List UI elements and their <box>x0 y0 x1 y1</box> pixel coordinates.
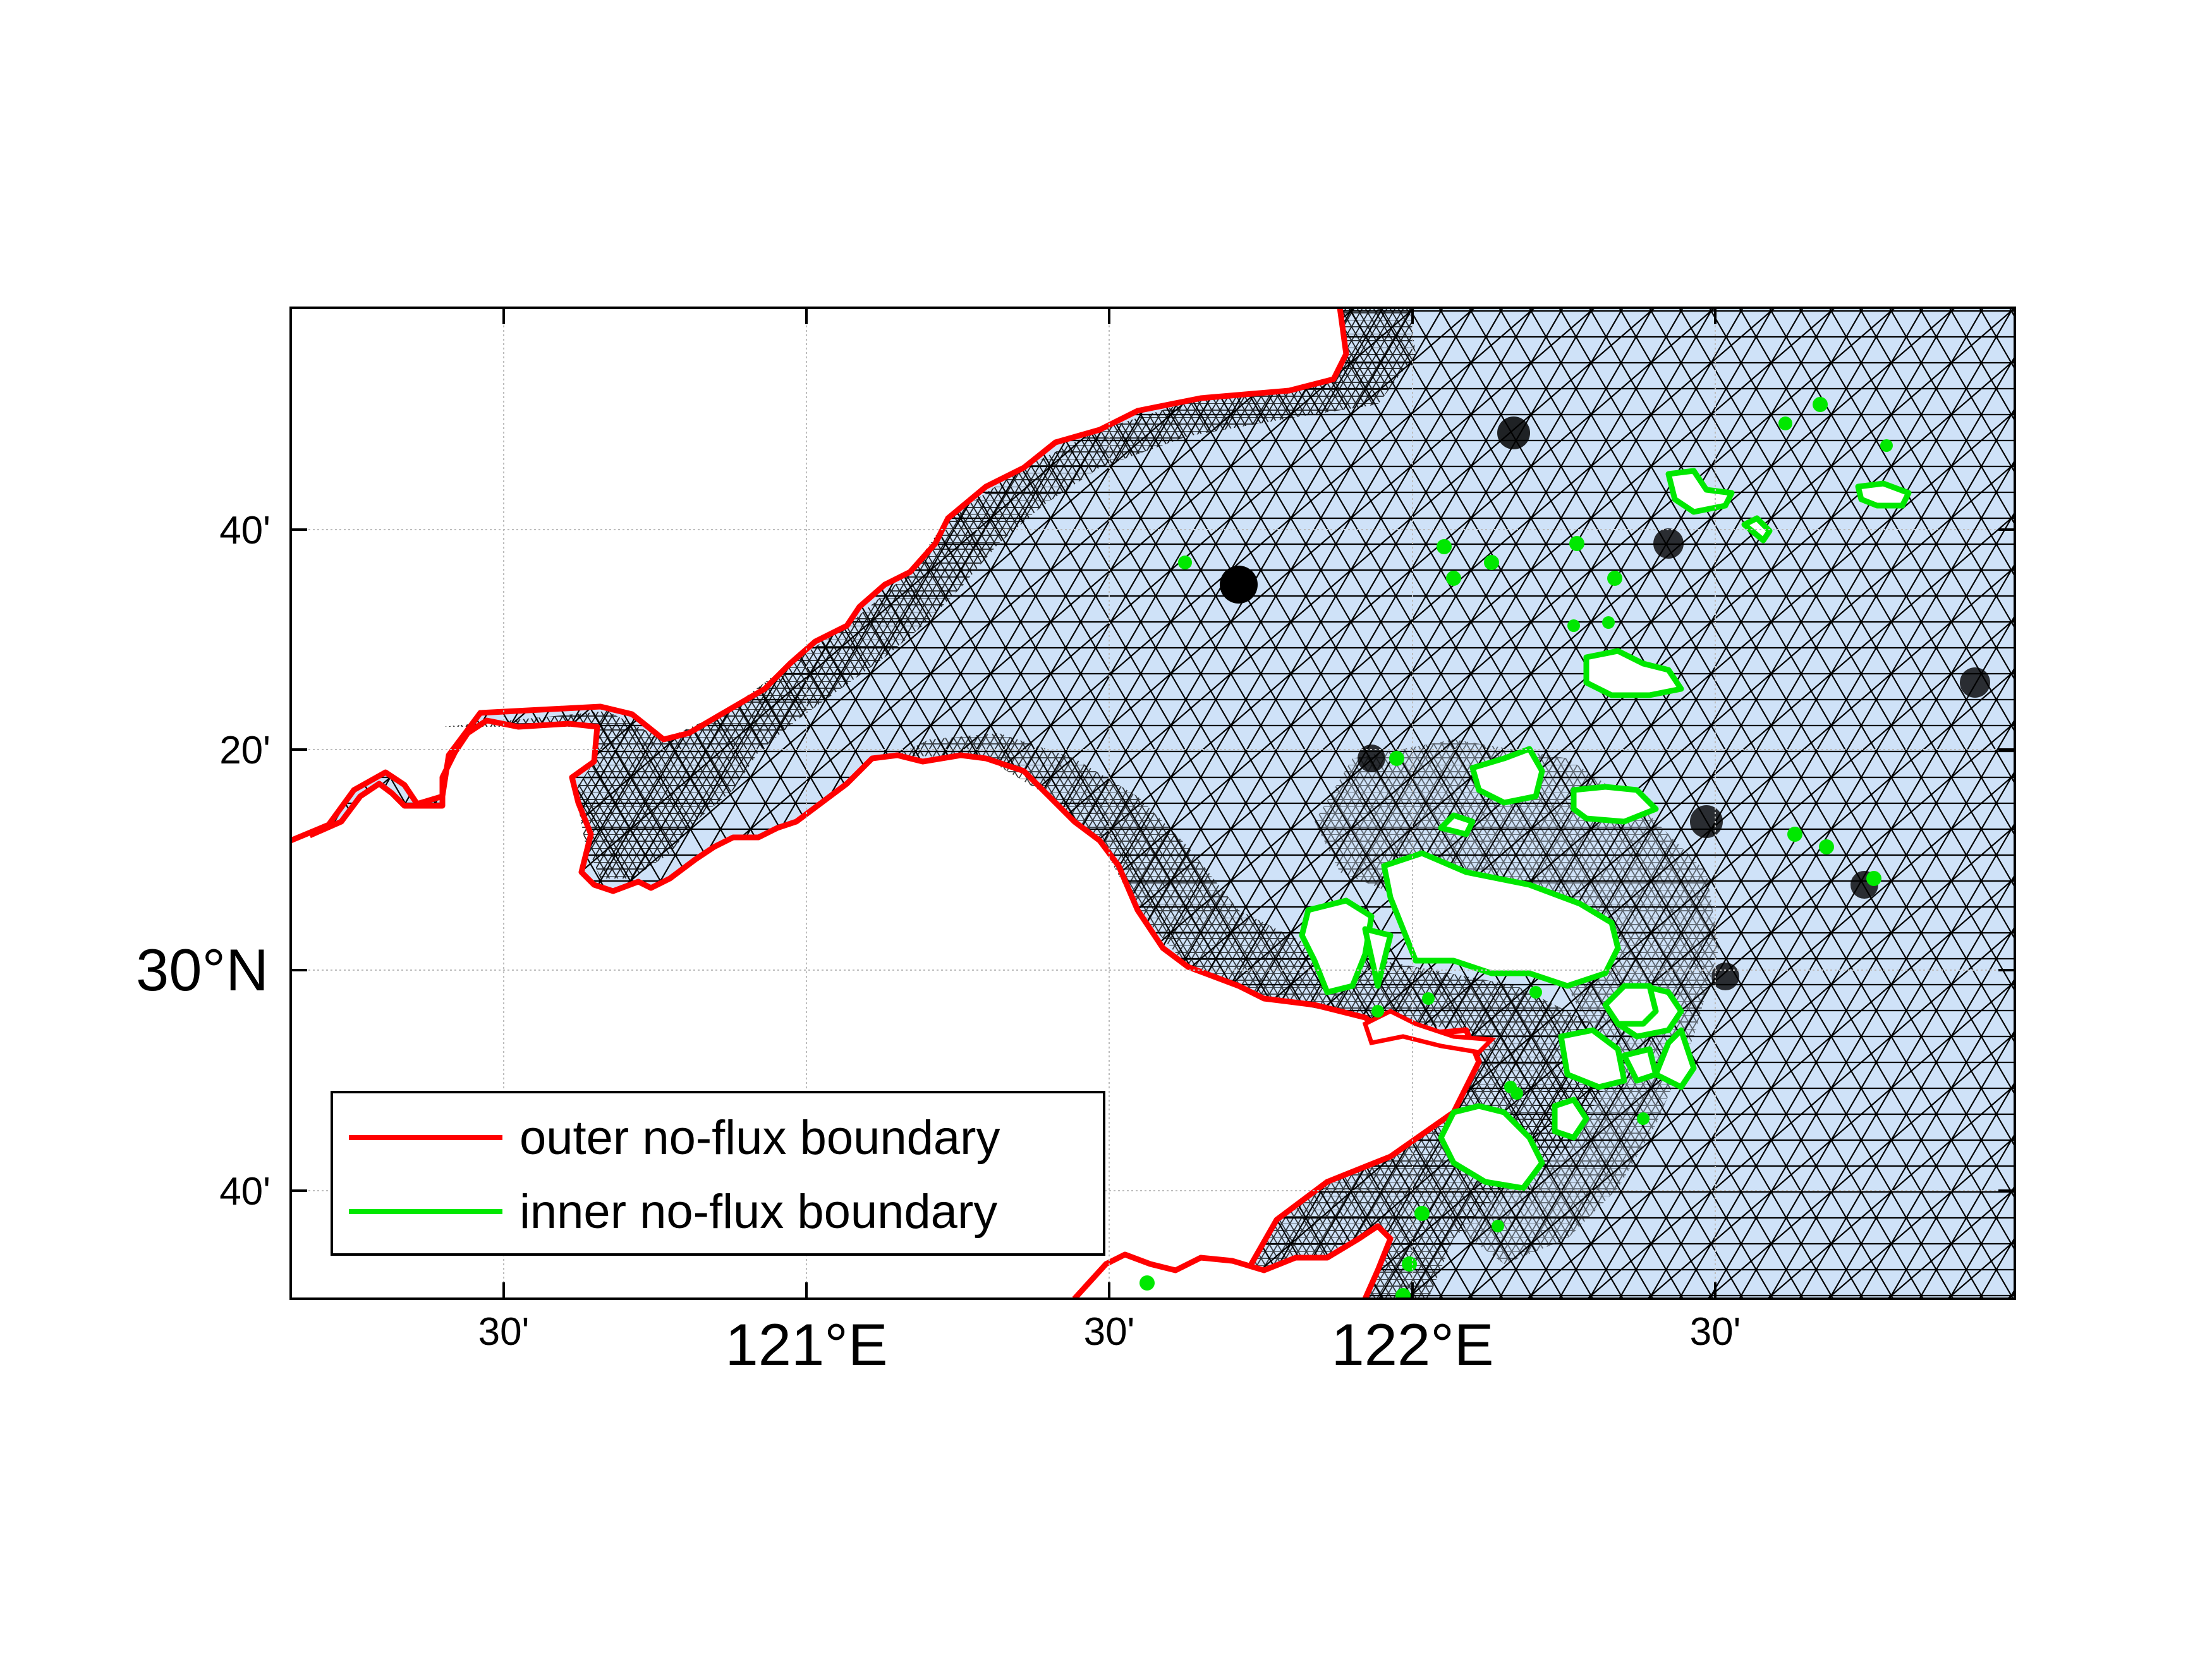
islet <box>1866 871 1881 886</box>
islet <box>1813 397 1828 412</box>
island <box>1583 648 1684 698</box>
gridlines <box>291 308 2015 1299</box>
legend-box <box>331 1091 1105 1256</box>
y-tick-label: 20' <box>219 729 270 772</box>
islet <box>1819 839 1834 854</box>
islet <box>1446 571 1461 586</box>
mesh-cluster <box>1690 805 1723 838</box>
islet <box>1178 556 1192 569</box>
islet <box>1778 416 1792 430</box>
island <box>1381 850 1621 989</box>
legend: outer no-flux boundary inner no-flux bou… <box>331 1091 1105 1256</box>
island <box>1438 812 1476 837</box>
islet <box>1484 555 1499 570</box>
islet <box>1422 992 1435 1005</box>
islet <box>1637 1112 1650 1125</box>
mesh-cluster <box>1497 416 1530 449</box>
x-tick-label: 122°E <box>1331 1311 1493 1378</box>
island <box>1602 983 1659 1027</box>
mesh-dense-south-coast <box>897 733 1605 1299</box>
island-group <box>1299 468 1912 1191</box>
islet <box>1414 1206 1430 1221</box>
islet <box>1402 1256 1417 1272</box>
island <box>1469 746 1545 806</box>
island <box>1299 897 1375 995</box>
outer-boundary-line <box>1362 1009 1497 1055</box>
x-axis-tick-labels: 30' 121°E 30' 122°E 30' <box>478 1310 1741 1378</box>
island <box>1552 1097 1589 1141</box>
islet <box>1437 539 1452 554</box>
islet <box>1569 536 1584 551</box>
islet <box>1395 1288 1411 1299</box>
islet <box>1787 827 1802 842</box>
island <box>1855 480 1912 509</box>
islet <box>1602 616 1615 629</box>
island <box>1571 784 1659 825</box>
islet <box>1139 1275 1155 1291</box>
island <box>1621 1046 1659 1084</box>
mesh-cluster <box>1358 744 1385 772</box>
islet <box>1880 439 1893 452</box>
y-tick-label: 40' <box>219 509 270 552</box>
x-tick-label: 30' <box>478 1310 530 1354</box>
mesh-cluster <box>1711 963 1739 990</box>
legend-label-inner: inner no-flux boundary <box>520 1185 997 1239</box>
island-group-small <box>1139 397 1893 1299</box>
tick-marks <box>291 308 2015 1299</box>
islet <box>1529 986 1542 999</box>
islet <box>1510 1087 1523 1100</box>
mesh-cluster <box>1220 566 1258 604</box>
mesh-cluster <box>1960 667 1990 698</box>
islet <box>1371 1005 1384 1018</box>
island <box>1558 1027 1627 1090</box>
x-tick-label: 121°E <box>725 1311 887 1378</box>
x-tick-label: 30' <box>1084 1310 1135 1354</box>
plot-area <box>291 308 2015 1299</box>
mesh-cluster <box>1653 528 1684 559</box>
islet <box>1567 619 1580 632</box>
y-tick-label: 40' <box>219 1170 270 1213</box>
x-tick-label: 30' <box>1690 1310 1741 1354</box>
islet <box>1389 751 1404 766</box>
island <box>1665 468 1735 515</box>
islet <box>1607 571 1622 586</box>
outer-boundary-line <box>291 308 1349 844</box>
y-tick-label: 30°N <box>136 937 269 1003</box>
axes-frame <box>289 307 2016 1300</box>
island <box>1362 926 1394 989</box>
island <box>1653 1027 1697 1090</box>
islet <box>1492 1220 1504 1232</box>
island <box>1438 1103 1545 1191</box>
y-axis-tick-labels: 40' 20' 30°N 40' <box>136 509 270 1213</box>
legend-label-outer: outer no-flux boundary <box>520 1111 1000 1165</box>
